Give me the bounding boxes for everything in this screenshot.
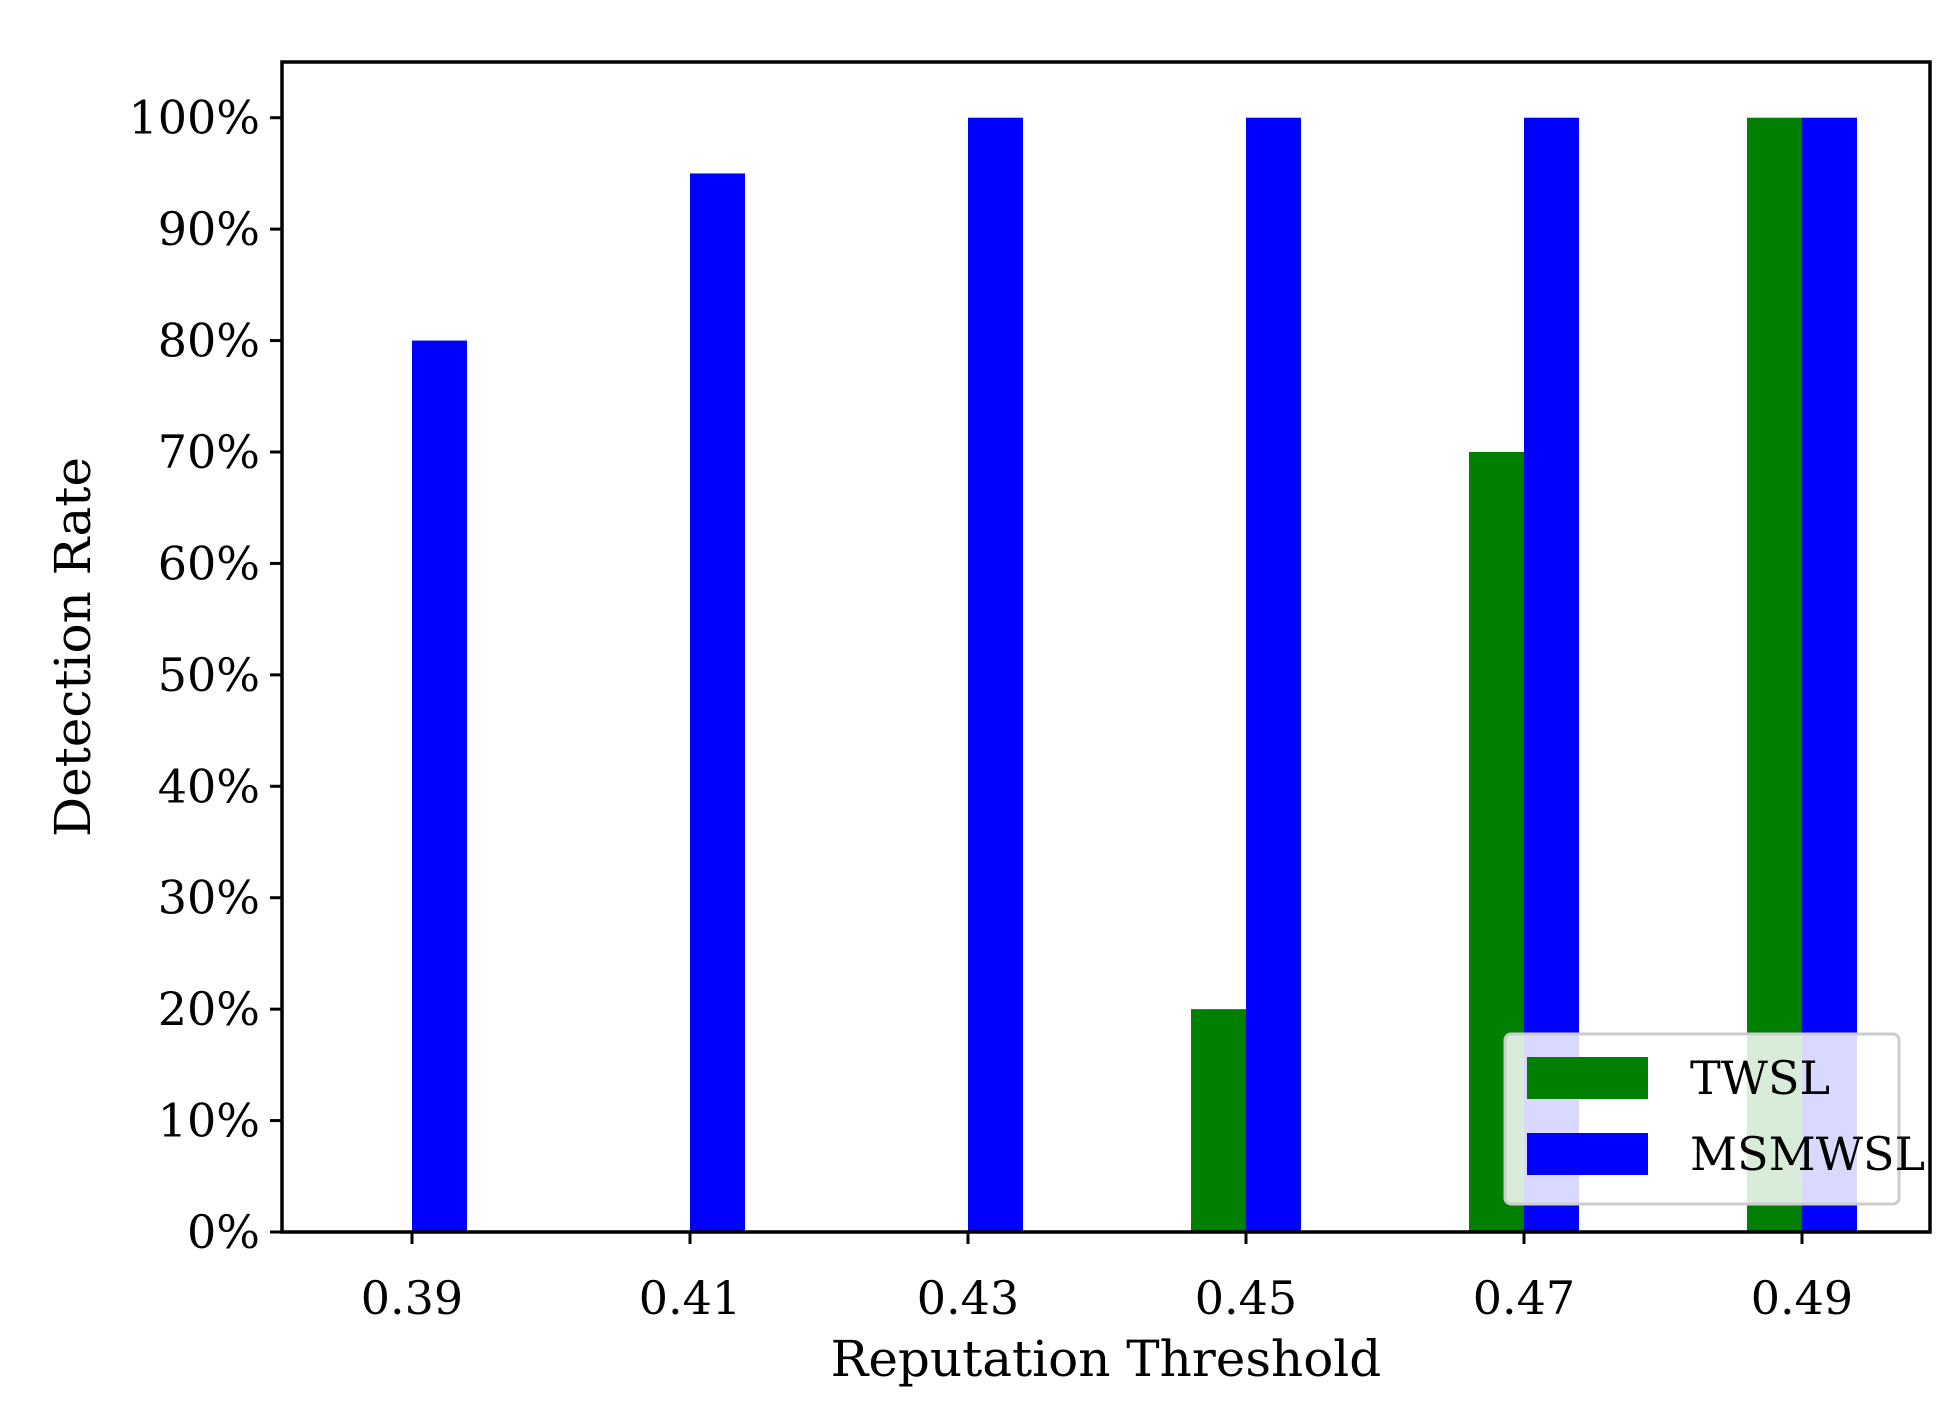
y-tick-label: 10%: [158, 1094, 260, 1148]
y-tick-label: 0%: [187, 1205, 260, 1259]
legend: TWSL MSMWSL: [1503, 1032, 1925, 1206]
y-tick-label: 30%: [158, 871, 260, 925]
x-tick-label: 0.49: [1751, 1271, 1853, 1325]
bar-msmwsl-0-45: [1246, 117, 1301, 1233]
plot-frame: [280, 60, 1932, 1234]
y-tick-label: 100%: [128, 91, 260, 145]
y-tick-label: 20%: [158, 982, 260, 1036]
y-tick-label: 60%: [158, 536, 260, 590]
x-tick-label: 0.47: [1473, 1271, 1575, 1325]
x-tick-label: 0.45: [1195, 1271, 1297, 1325]
y-tick-label: 40%: [158, 759, 260, 813]
y-tick-label: 80%: [158, 314, 260, 368]
legend-label-twsl: TWSL: [1690, 1051, 1830, 1105]
x-tick-label: 0.41: [639, 1271, 741, 1325]
y-axis-label: Detection Rate: [44, 457, 102, 837]
x-tick-label: 0.39: [361, 1271, 463, 1325]
x-tick-label: 0.43: [917, 1271, 1019, 1325]
bar-msmwsl-0-43: [968, 117, 1023, 1233]
y-tick-label: 50%: [158, 648, 260, 702]
bar-twsl-0-45: [1191, 1009, 1246, 1232]
bar-msmwsl-0-39: [412, 340, 467, 1233]
x-axis-label: Reputation Threshold: [831, 1330, 1382, 1388]
y-tick-label: 70%: [158, 425, 260, 479]
bar-msmwsl-0-41: [690, 173, 745, 1232]
x-axis: 0.39 0.41 0.43 0.45 0.47 0.49: [361, 1232, 1853, 1325]
y-tick-label: 90%: [158, 202, 260, 256]
y-axis: 0% 10% 20% 30% 40% 50% 60% 70% 80% 90% 100%: [128, 91, 282, 1259]
legend-swatch-msmwsl: [1527, 1133, 1648, 1175]
legend-swatch-twsl: [1527, 1057, 1648, 1099]
legend-label-msmwsl: MSMWSL: [1690, 1127, 1925, 1181]
